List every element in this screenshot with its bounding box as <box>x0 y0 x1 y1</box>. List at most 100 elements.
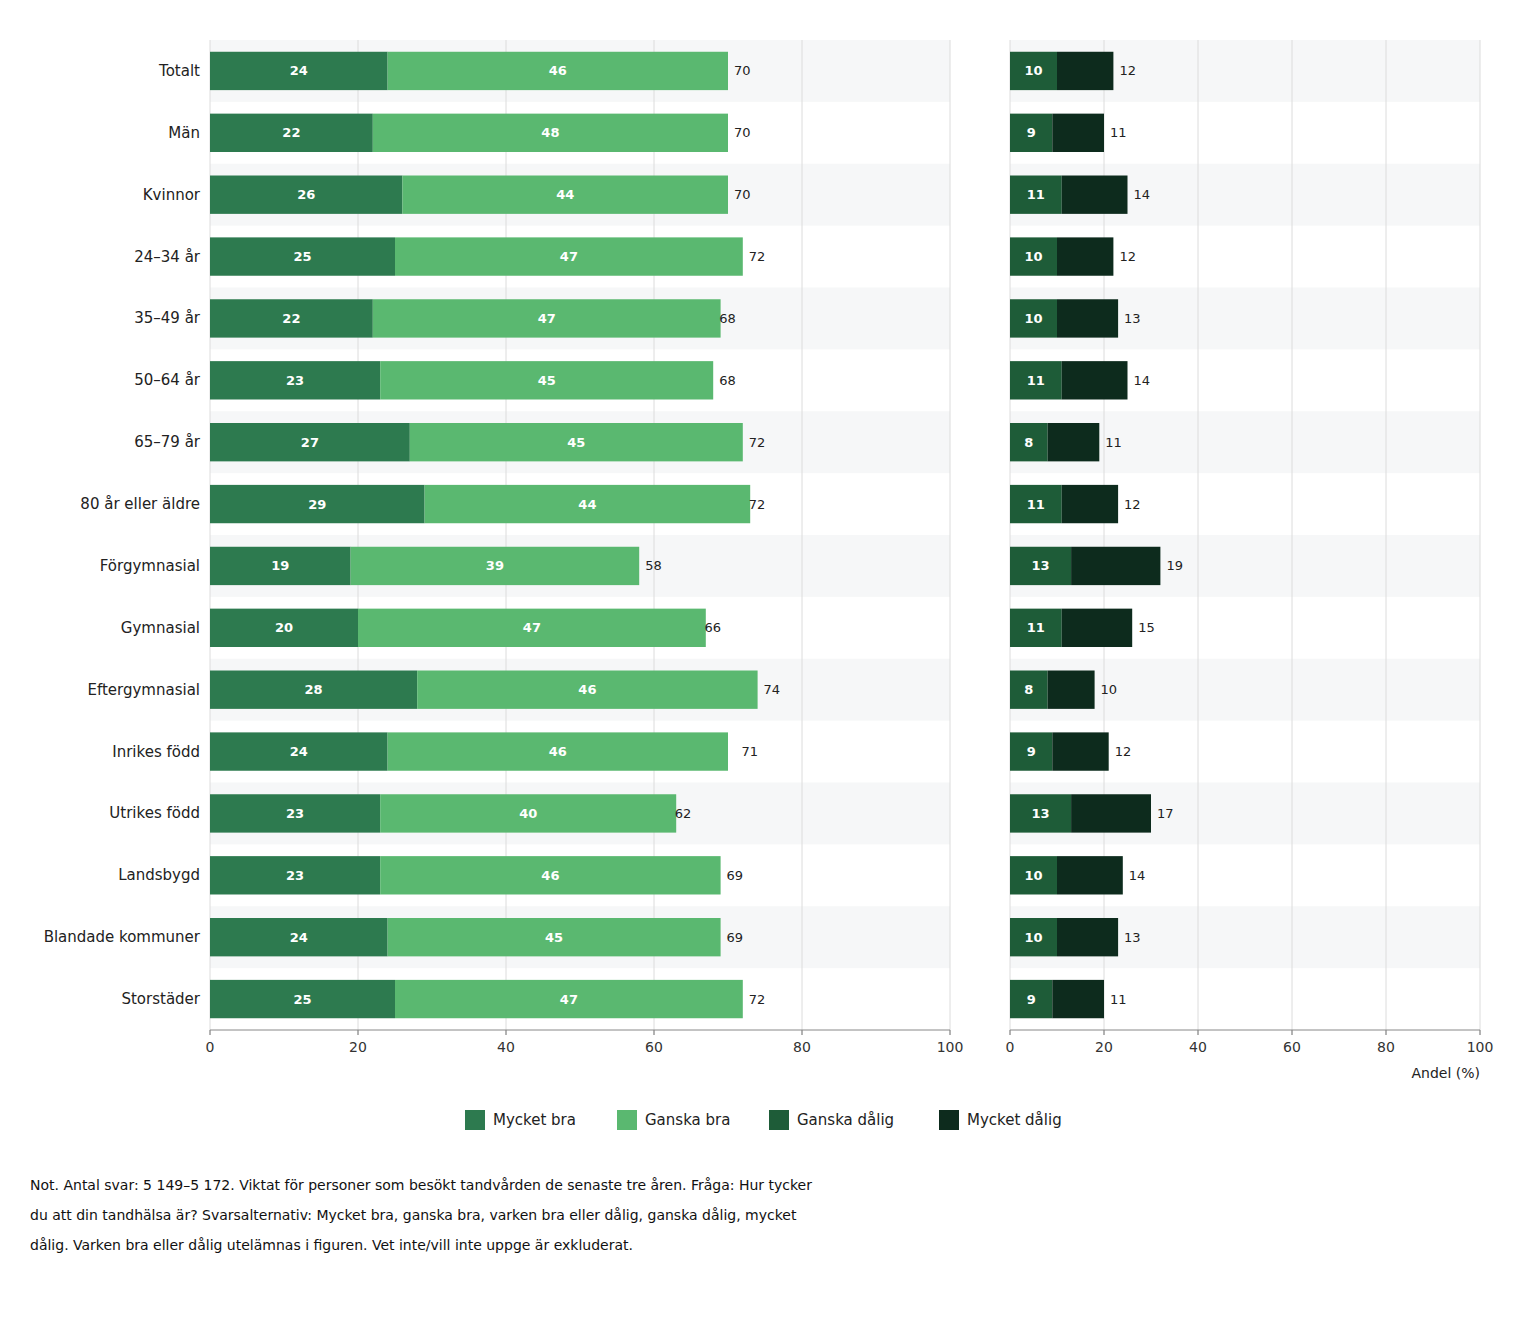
row-stripe <box>1010 659 1480 721</box>
row-stripe <box>1010 906 1480 968</box>
bars <box>210 52 758 1018</box>
total-label: 68 <box>719 373 736 388</box>
bar-segment <box>210 732 388 770</box>
data-label: 10 <box>1024 63 1042 78</box>
data-label: 10 <box>1024 311 1042 326</box>
data-label: 24 <box>290 930 308 945</box>
panel: 0204060801001012911111410121013111481111… <box>1006 40 1494 1081</box>
data-label: 45 <box>545 930 563 945</box>
legend-label: Mycket bra <box>493 1111 576 1129</box>
row-stripe <box>210 535 950 597</box>
data-label: 46 <box>549 744 567 759</box>
bar-segment <box>373 299 721 337</box>
row-stripe <box>1010 783 1480 845</box>
bar-segment <box>210 671 417 709</box>
row-stripe <box>210 288 950 350</box>
bar-segment <box>358 609 706 647</box>
bar-segment <box>1010 980 1052 1018</box>
data-label: 13 <box>1124 311 1141 326</box>
category-label: 65–79 år <box>134 433 201 451</box>
tick-mark <box>802 1030 803 1035</box>
tick-label: 40 <box>497 1039 515 1055</box>
total-label: 68 <box>719 311 736 326</box>
bar-segment <box>1010 671 1048 709</box>
bar-segment <box>210 856 380 894</box>
note: Not. Antal svar: 5 149–5 172. Viktat för… <box>30 1177 812 1193</box>
bar-segment <box>417 671 757 709</box>
axis-label: Andel (%) <box>1411 1065 1480 1081</box>
grid-line <box>1198 40 1199 1030</box>
data-label: 48 <box>541 125 559 140</box>
bar-segment <box>210 485 425 523</box>
data-label: 46 <box>578 682 596 697</box>
total-label: 74 <box>764 682 781 697</box>
tick-mark <box>210 1030 211 1035</box>
category-label: 35–49 år <box>134 309 201 327</box>
tick-mark <box>1010 1030 1011 1035</box>
data-label: 28 <box>305 682 323 697</box>
bar-segment <box>210 361 380 399</box>
category-label: 24–34 år <box>134 248 201 266</box>
row-stripe <box>1010 535 1480 597</box>
bar-segment <box>210 794 380 832</box>
data-label: 44 <box>578 497 596 512</box>
tick-label: 0 <box>206 1039 215 1055</box>
bar-segment <box>380 794 676 832</box>
data-label: 14 <box>1134 187 1151 202</box>
data-label: 45 <box>567 435 585 450</box>
total-label: 71 <box>741 744 758 759</box>
tick-mark <box>358 1030 359 1035</box>
data-label: 11 <box>1110 992 1127 1007</box>
total-label: 72 <box>749 435 766 450</box>
category-label: Kvinnor <box>143 186 201 204</box>
legend-label: Ganska bra <box>645 1111 730 1129</box>
category-label: Utrikes född <box>109 804 200 822</box>
bar-segment <box>425 485 751 523</box>
bar-segment <box>1048 671 1095 709</box>
data-label: 17 <box>1157 806 1174 821</box>
labels: 1012911111410121013111481111121319111581… <box>1024 63 1183 1006</box>
tick-mark <box>654 1030 655 1035</box>
bar-segment <box>388 918 721 956</box>
bar-segment <box>1052 980 1104 1018</box>
category-label: Förgymnasial <box>100 557 200 575</box>
bar-segment <box>410 423 743 461</box>
data-label: 8 <box>1024 435 1033 450</box>
grid-line <box>950 40 951 1030</box>
category-label: Landsbygd <box>118 866 200 884</box>
total-label: 70 <box>734 187 751 202</box>
x-axis <box>210 1030 950 1031</box>
bar-segment <box>1057 856 1123 894</box>
category-label: Totalt <box>158 62 200 80</box>
data-label: 45 <box>538 373 556 388</box>
data-label: 8 <box>1024 682 1033 697</box>
data-label: 10 <box>1101 682 1118 697</box>
data-label: 13 <box>1124 930 1141 945</box>
data-label: 26 <box>297 187 315 202</box>
legend: Mycket braGanska braGanska dåligMycket d… <box>465 1110 1062 1130</box>
tick-label: 0 <box>1006 1039 1015 1055</box>
total-label: 70 <box>734 125 751 140</box>
bar-segment <box>1062 361 1128 399</box>
category-label: 80 år eller äldre <box>80 495 200 513</box>
data-label: 14 <box>1129 868 1146 883</box>
category-label: Gymnasial <box>121 619 200 637</box>
bar-segment <box>210 918 388 956</box>
data-label: 9 <box>1027 992 1036 1007</box>
grid-line <box>1292 40 1293 1030</box>
row-stripe <box>210 40 950 102</box>
category-label: Storstäder <box>121 990 200 1008</box>
legend-swatch <box>617 1110 637 1130</box>
bar-segment <box>1010 609 1062 647</box>
tick-label: 60 <box>1283 1039 1301 1055</box>
row-stripe <box>210 906 950 968</box>
bar-segment <box>1057 237 1113 275</box>
data-label: 47 <box>560 249 578 264</box>
legend-swatch <box>769 1110 789 1130</box>
total-label: 58 <box>645 558 662 573</box>
data-label: 14 <box>1134 373 1151 388</box>
data-label: 9 <box>1027 744 1036 759</box>
total-label: 69 <box>727 930 744 945</box>
category-label: Eftergymnasial <box>87 681 200 699</box>
bar-segment <box>210 176 402 214</box>
